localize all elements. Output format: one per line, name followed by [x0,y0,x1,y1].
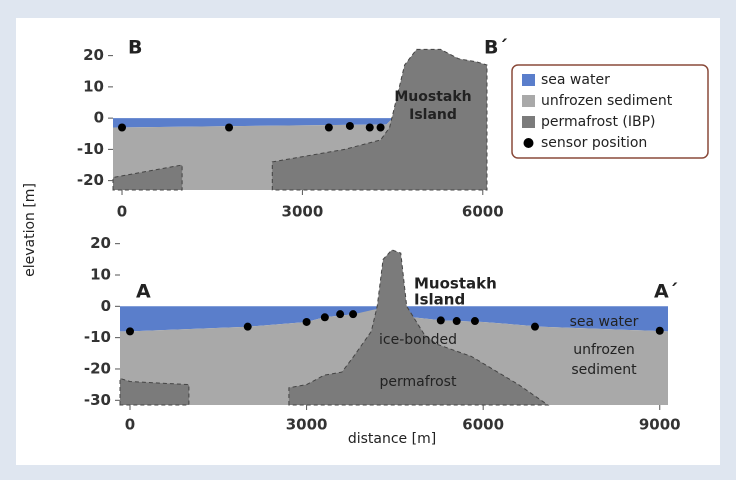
y-tick-label: -20 [84,359,111,377]
annotation: Island [409,107,457,123]
x-tick-label: 3000 [286,416,328,434]
x-axis-label: distance [m] [348,431,436,447]
annotation: unfrozen [573,342,635,358]
sensor [225,124,233,132]
sensor [349,310,357,318]
sensor [244,323,252,331]
x-tick-label: 6000 [462,203,504,221]
y-tick-label: 20 [90,234,111,252]
sensor [366,124,374,132]
sensor [346,122,354,130]
y-tick-label: -10 [77,140,104,158]
page: {"y_label": "elevation [m]", "x_label": … [0,0,736,480]
x-tick-label: 0 [117,203,127,221]
sensor [453,317,461,325]
x-tick-label: 9000 [639,416,681,434]
y-tick-label: 10 [83,77,104,95]
figure: elevation [m] distance [m] -20 -10 0 10 20 0 3… [0,0,736,480]
y-tick-label: 20 [83,46,104,64]
annotation: Island [414,291,465,309]
sensor [377,124,385,132]
legend-label: unfrozen sediment [541,93,673,109]
sensor [118,124,126,132]
y-axis-label: elevation [m] [22,183,38,277]
sensor [437,316,445,324]
annotation: B [128,37,142,59]
y-tick-label: 0 [94,109,104,127]
annotation: A [136,281,151,303]
annotation: sediment [571,362,637,378]
y-tick-label: 0 [101,297,111,315]
sensor [126,327,134,335]
sensor [656,327,664,335]
x-tick-label: 0 [125,416,135,434]
annotation: sea water [570,314,639,330]
annotation: permafrost [380,374,457,390]
sensor [325,124,333,132]
y-tick-label: 10 [90,265,111,283]
legend-swatch [522,95,535,107]
annotation: Muostakh [394,89,471,105]
x-tick-label: 3000 [282,203,324,221]
legend-swatch [522,74,535,86]
legend-label: permafrost (IBP) [541,114,656,130]
legend-swatch [524,138,534,148]
y-tick-label: -10 [84,328,111,346]
legend-label: sea water [541,72,610,88]
sensor [321,313,329,321]
legend-label: sensor position [541,135,647,151]
x-tick-label: 6000 [462,416,504,434]
y-tick-label: -30 [84,391,111,409]
sensor [471,317,479,325]
annotation: B´ [484,37,508,59]
legend-swatch [522,116,535,128]
sensor [336,310,344,318]
sensor [303,318,311,326]
annotation: A´ [654,281,678,303]
y-tick-label: -20 [77,171,104,189]
annotation: ice-bonded [379,332,457,348]
sensor [531,323,539,331]
